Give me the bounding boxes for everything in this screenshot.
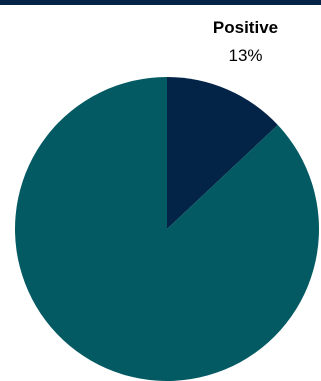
top-bar — [0, 0, 321, 5]
slice-value-label: 13% — [228, 46, 262, 65]
pie-slice — [167, 77, 278, 229]
slice-label: Positive — [213, 18, 278, 37]
pie-slice — [14, 77, 319, 381]
